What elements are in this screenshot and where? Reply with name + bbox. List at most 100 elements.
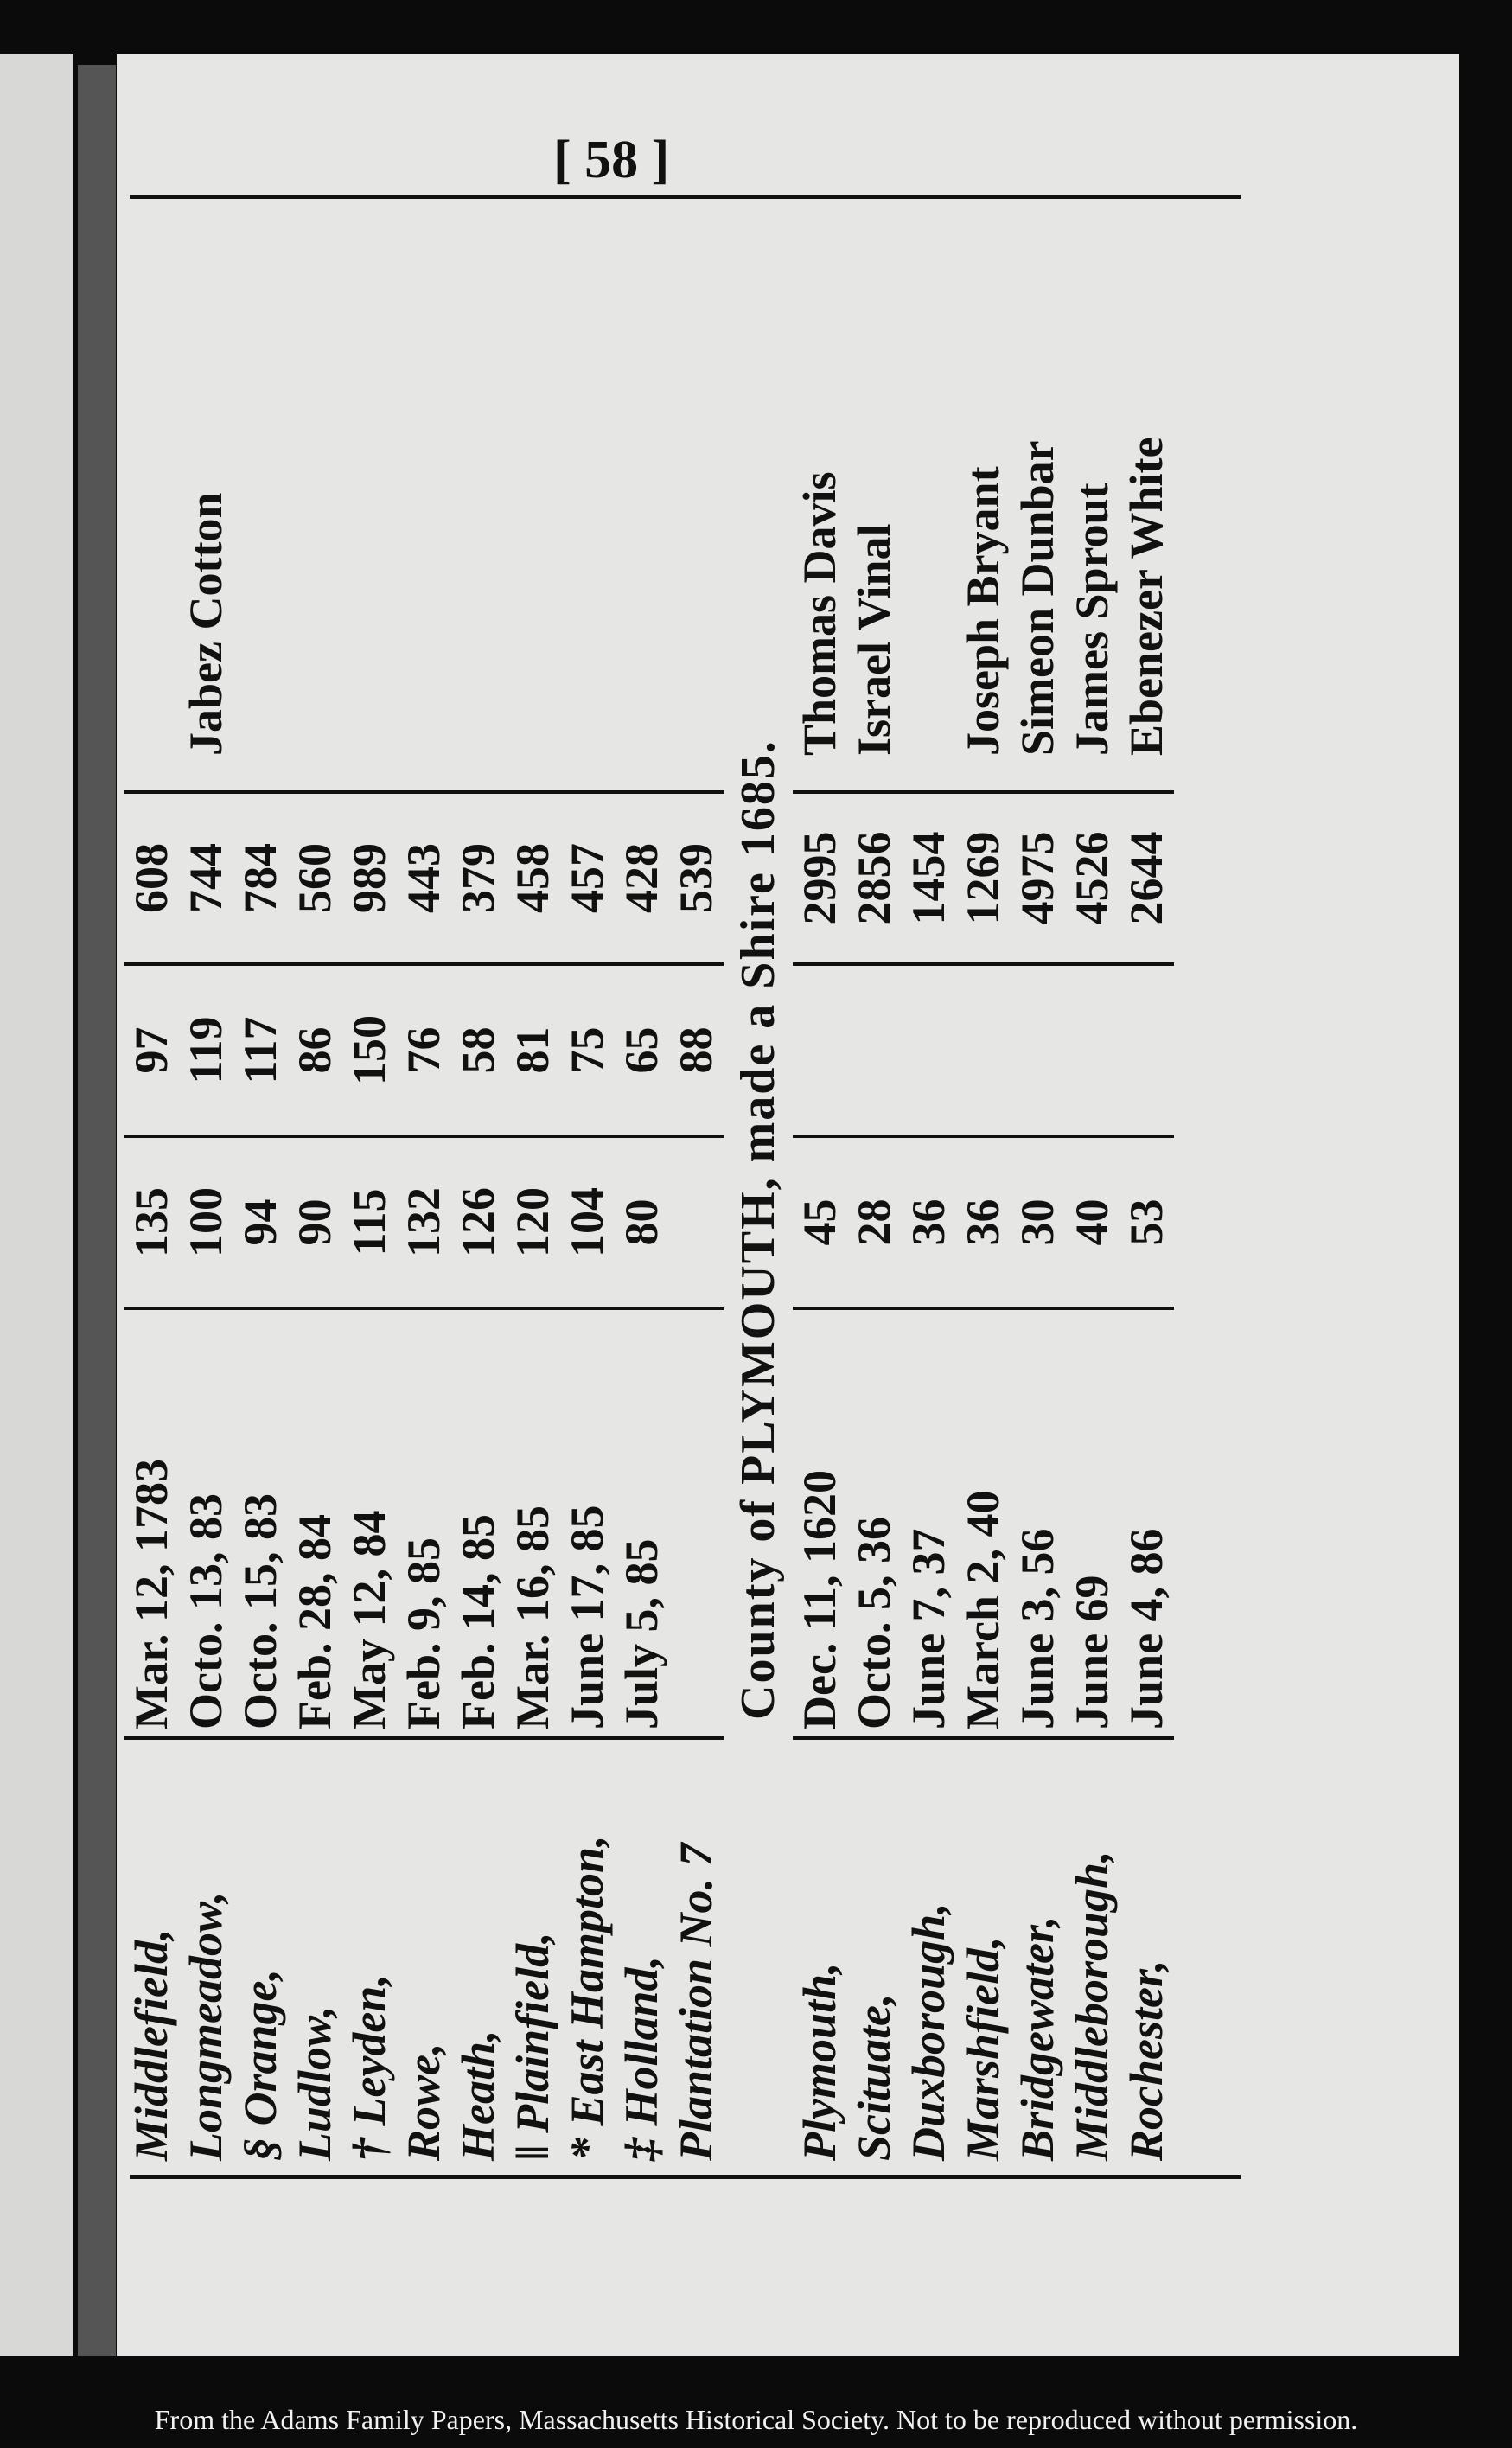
cell-inc: Mar. 16, 85 <box>506 1308 560 1738</box>
cell-n: 744 <box>179 792 233 964</box>
cell-town: Rowe, <box>397 1738 451 2170</box>
table-row: Heath, Feb. 14, 85 126 58 379 <box>451 203 506 2170</box>
cell-town: Plymouth, <box>793 1738 847 2170</box>
cell-n: 379 <box>451 792 506 964</box>
cell-rep <box>288 203 342 792</box>
cell-n <box>793 964 847 1136</box>
table-row: ‖ Plainfield, Mar. 16, 85 120 81 458 <box>506 203 560 2170</box>
cell-rep <box>233 203 288 792</box>
table-row: Duxborough, June 7, 37 36 1454 <box>902 203 956 2170</box>
cell-n <box>669 1136 724 1308</box>
cell-inc: Octo. 15, 83 <box>233 1308 288 1738</box>
cell-inc: June 17, 85 <box>560 1308 615 1738</box>
cell-n: 30 <box>1011 1136 1065 1308</box>
cell-n: 784 <box>233 792 288 964</box>
cell-n: 76 <box>397 964 451 1136</box>
table-row: § Orange, Octo. 15, 83 94 117 784 <box>233 203 288 2170</box>
cell-n: 4975 <box>1011 792 1065 964</box>
cell-town: Ludlow, <box>288 1738 342 2170</box>
cell-n: 989 <box>342 792 397 964</box>
cell-rep: Simeon Dunbar <box>1011 440 1063 756</box>
cell-town: ‡ Holland, <box>615 1738 669 2170</box>
table-row: Longmeadow, Octo. 13, 83 100 119 744 Jabez Co… <box>179 203 233 2170</box>
cell-n: 1269 <box>956 792 1011 964</box>
cell-n: 457 <box>560 792 615 964</box>
cell-n: 2856 <box>847 792 902 964</box>
cell-town: Middleborough, <box>1065 1738 1120 2170</box>
rotated-table: Middlefield, Mar. 12, 1783 135 97 608 Longmea… <box>124 203 1233 2170</box>
cell-n: 443 <box>397 792 451 964</box>
cell-town: Marshfield, <box>956 1738 1011 2170</box>
cell-town: * East Hampton, <box>560 1738 615 2170</box>
cell-n: 88 <box>669 964 724 1136</box>
table-row: Rowe, Feb. 9, 85 132 76 443 <box>397 203 451 2170</box>
cell-inc: Dec. 11, 1620 <box>793 1308 847 1738</box>
cell-n: 135 <box>124 1136 179 1308</box>
cell-town: Duxborough, <box>902 1738 956 2170</box>
cell-rep <box>451 203 506 792</box>
cell-n: 115 <box>342 1136 397 1308</box>
table-row: Plymouth, Dec. 11, 1620 45 2995 Thomas Davis <box>793 203 847 2170</box>
table-row: * East Hampton, June 17, 85 104 75 457 <box>560 203 615 2170</box>
cell-n: 40 <box>1065 1136 1120 1308</box>
table-row: Plantation No. 7 88 539 <box>669 203 724 2170</box>
cell-inc: Feb. 9, 85 <box>397 1308 451 1738</box>
cell-town: Scituate, <box>847 1738 902 2170</box>
table-row: Scituate, Octo. 5, 36 28 2856 Israel Vinal <box>847 203 902 2170</box>
cell-rep <box>506 203 560 792</box>
cell-n: 1454 <box>902 792 956 964</box>
cell-n: 45 <box>793 1136 847 1308</box>
cell-town: ‖ Plainfield, <box>506 1738 560 2170</box>
footer: From the Adams Family Papers, Massachuse… <box>154 2404 1358 2435</box>
table: Middlefield, Mar. 12, 1783 135 97 608 Longmea… <box>124 203 724 2170</box>
cell-inc: June 3, 56 <box>1011 1308 1065 1738</box>
cell-inc: June 69 <box>1065 1308 1120 1738</box>
cell-n: 458 <box>506 792 560 964</box>
cell-town: Plantation No. 7 <box>669 1738 724 2170</box>
cell-rep: James Sprout <box>1066 483 1118 756</box>
cell-n: 104 <box>560 1136 615 1308</box>
cell-n: 81 <box>506 964 560 1136</box>
table-row: Rochester, June 4, 86 53 2644 Ebenezer White <box>1120 203 1174 2170</box>
cell-n: 65 <box>615 964 669 1136</box>
cell-rep <box>124 203 179 792</box>
cell-n: 150 <box>342 964 397 1136</box>
cell-inc: July 5, 85 <box>615 1308 669 1738</box>
cell-inc: June 4, 86 <box>1120 1308 1174 1738</box>
cell-n: 100 <box>179 1136 233 1308</box>
cell-town: Longmeadow, <box>179 1738 233 2170</box>
cell-town: Bridgewater, <box>1011 1738 1065 2170</box>
table: Plymouth, Dec. 11, 1620 45 2995 Thomas Davis… <box>793 203 1174 2170</box>
cell-inc: Mar. 12, 1783 <box>124 1308 179 1738</box>
cell-n: 94 <box>233 1136 288 1308</box>
cell-n <box>847 964 902 1136</box>
table-row: Middlefield, Mar. 12, 1783 135 97 608 <box>124 203 179 2170</box>
bottom-rule <box>130 2175 1241 2179</box>
facing-page <box>0 54 73 2356</box>
cell-n: 117 <box>233 964 288 1136</box>
cell-inc: Octo. 5, 36 <box>847 1308 902 1738</box>
cell-n: 97 <box>124 964 179 1136</box>
top-rule <box>130 195 1241 199</box>
gutter <box>78 65 116 2356</box>
cell-n: 53 <box>1120 1136 1174 1308</box>
cell-n: 58 <box>451 964 506 1136</box>
cell-inc: Octo. 13, 83 <box>179 1308 233 1738</box>
cell-inc: March 2, 40 <box>956 1308 1011 1738</box>
cell-town: Heath, <box>451 1738 506 2170</box>
cell-town: † Leyden, <box>342 1738 397 2170</box>
cell-rep <box>902 203 956 792</box>
cell-rep <box>342 203 397 792</box>
cell-rep <box>669 203 724 792</box>
cell-n: 428 <box>615 792 669 964</box>
cell-inc: Feb. 14, 85 <box>451 1308 506 1738</box>
cell-rep: Joseph Bryant <box>957 466 1009 756</box>
cell-inc: May 12, 84 <box>342 1308 397 1738</box>
cell-n <box>956 964 1011 1136</box>
cell-n <box>1011 964 1065 1136</box>
cell-inc: Feb. 28, 84 <box>288 1308 342 1738</box>
cell-n <box>1120 964 1174 1136</box>
cell-rep: Thomas Davis <box>794 471 845 756</box>
table-row: † Leyden, May 12, 84 115 150 989 <box>342 203 397 2170</box>
